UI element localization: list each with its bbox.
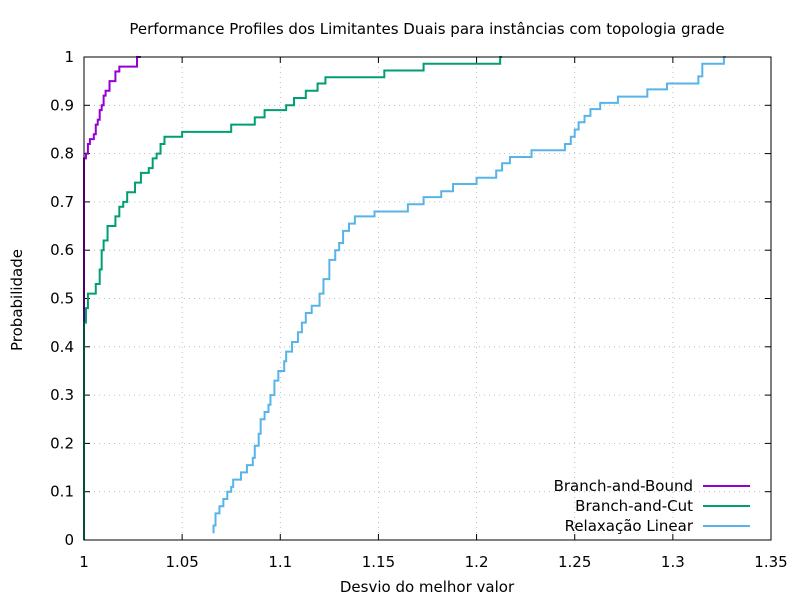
plot-frame [84,57,771,540]
y-tick-label: 0.2 [50,434,74,452]
x-tick-label: 1.25 [558,553,591,571]
x-axis-label: Desvio do melhor valor [340,578,515,596]
legend-label-branch-and-bound: Branch-and-Bound [554,477,693,495]
y-tick-label: 0.7 [50,193,74,211]
y-axis-label: Probabilidade [8,249,26,351]
y-tick-label: 1 [64,48,74,66]
legend: Branch-and-Bound Branch-and-Cut Relaxação … [554,477,750,535]
x-tick-label: 1.05 [165,553,198,571]
y-tick-label: 0.6 [50,241,74,259]
y-tick-label: 0.1 [50,483,74,501]
x-tick-label: 1.1 [268,553,292,571]
legend-label-relaxacao-linear: Relaxação Linear [565,517,694,535]
y-tick-label: 0.5 [50,290,74,308]
y-tick-label: 0.4 [50,338,74,356]
y-tick-label: 0.3 [50,386,74,404]
y-tick-label: 0.9 [50,96,74,114]
y-tick-label: 0 [64,531,74,549]
x-tick-label: 1.3 [661,553,685,571]
y-tick-label: 0.8 [50,145,74,163]
series-line-relaxacao-linear [214,57,726,533]
grid-lines [84,57,771,540]
series-line-branch-and-bound [84,57,141,540]
x-tick-label: 1.15 [362,553,395,571]
x-tick-label: 1.2 [465,553,489,571]
x-tick-label: 1 [79,553,89,571]
x-tick-label: 1.35 [754,553,787,571]
legend-label-branch-and-cut: Branch-and-Cut [575,497,693,515]
chart-title: Performance Profiles dos Limitantes Duai… [129,20,724,38]
